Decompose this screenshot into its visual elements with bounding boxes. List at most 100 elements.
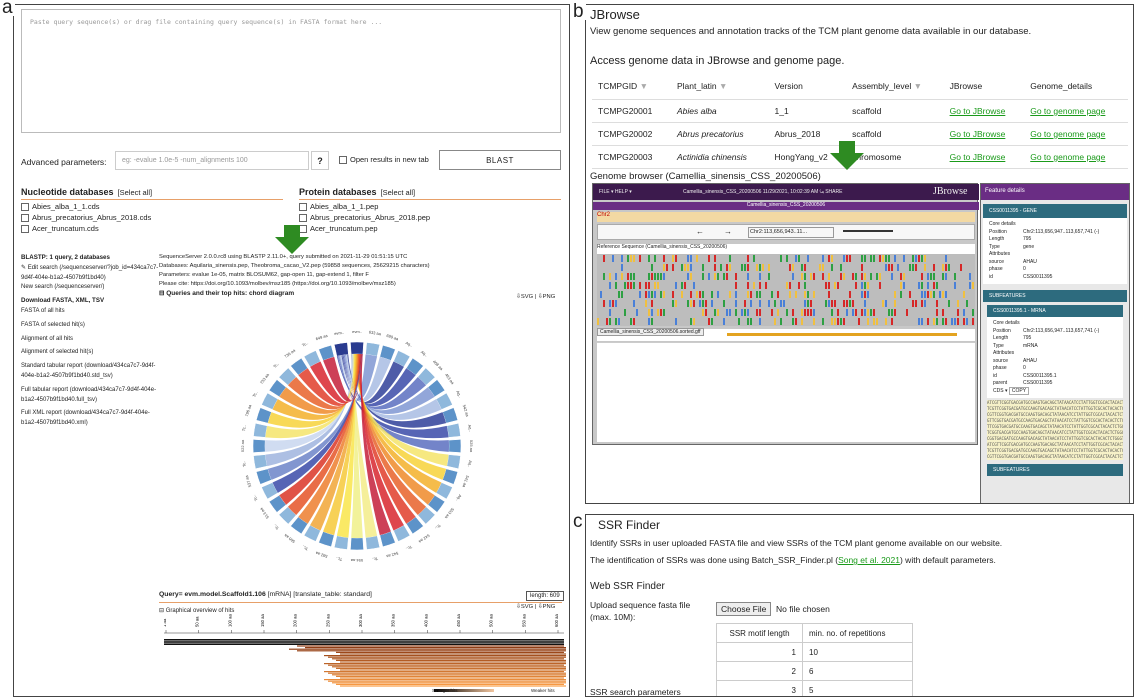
- download-link[interactable]: Alignment of all hits: [21, 335, 74, 342]
- protein-db-title: Protein databases [Select all]: [299, 187, 416, 197]
- nucleotide-db-item[interactable]: Abies_alba_1_1.cds: [21, 202, 100, 212]
- protein-db-item[interactable]: Abrus_precatorius_Abrus_2018.pep: [299, 213, 430, 223]
- sidebar-header: BLASTP: 1 query, 2 databases: [21, 254, 110, 261]
- table-row: TCMPG20002 Abrus precatorius Abrus_2018 …: [592, 122, 1128, 146]
- base: [744, 309, 746, 316]
- base: [705, 309, 707, 316]
- open-new-tab-checkbox[interactable]: Open results in new tab: [339, 155, 429, 165]
- stronger-hits-label: Stronger hits: [432, 688, 458, 693]
- filter-icon[interactable]: ▼: [639, 81, 648, 91]
- blast-button[interactable]: BLAST: [439, 150, 561, 170]
- locus-input[interactable]: Chr2:113,656,943..11...: [748, 227, 834, 238]
- gene-accordion[interactable]: CSS0011395 - GENE: [983, 204, 1127, 218]
- help-button[interactable]: ?: [311, 151, 329, 170]
- download-link[interactable]: Full XML report (download/434ca7c7-9d4f-…: [21, 410, 150, 427]
- chord-label: evm..: [334, 330, 344, 336]
- edit-search-link[interactable]: ✎ Edit search (/sequenceserver/?job_id=4…: [21, 264, 159, 281]
- nucleotide-db-item[interactable]: Abrus_precatorius_Abrus_2018.cds: [21, 213, 151, 223]
- panel-a-sequenceserver: Paste query sequence(s) or drag file con…: [13, 4, 570, 697]
- download-link[interactable]: Full tabular report (download/434ca7c7-9…: [21, 386, 157, 403]
- copy-button[interactable]: COPY: [1008, 386, 1030, 395]
- subfeatures-accordion[interactable]: SUBFEATURES: [983, 290, 1127, 302]
- col-header[interactable]: Version: [768, 73, 847, 100]
- jbrowse-link[interactable]: Go to JBrowse: [949, 129, 1006, 139]
- chord-segment: [350, 537, 364, 551]
- chord-ribbon: [354, 354, 447, 480]
- genome-browser-label: Genome browser (Camellia_sinensis_CSS_20…: [590, 171, 821, 182]
- base: [894, 309, 896, 316]
- jbrowse-link[interactable]: Go to JBrowse: [949, 106, 1006, 116]
- chord-label: evm..: [352, 329, 362, 334]
- divider: [159, 602, 562, 603]
- base: [789, 264, 791, 271]
- new-search-link[interactable]: New search (/sequenceserver/): [21, 284, 105, 291]
- mrna-accordion[interactable]: CSS0011395.1 - MRNA: [987, 305, 1123, 317]
- jb-menu[interactable]: FILE ▾ HELP ▾: [599, 189, 632, 195]
- chord-label: Tc..: [371, 556, 378, 562]
- chord-ribbon: [351, 354, 378, 538]
- base: [849, 300, 851, 307]
- jbrowse-link[interactable]: Go to JBrowse: [949, 152, 1006, 162]
- base: [729, 309, 731, 316]
- base: [723, 300, 725, 307]
- protein-select-all[interactable]: [Select all]: [380, 188, 416, 197]
- ruler-label: 200 aa: [293, 614, 298, 627]
- cds-dropdown[interactable]: CDS ▾: [993, 387, 1008, 394]
- download-link[interactable]: Standard tabular report (download/434ca7…: [21, 363, 156, 379]
- col-header[interactable]: Plant_latin ▼: [670, 73, 769, 100]
- base: [885, 300, 887, 307]
- query-textarea[interactable]: Paste query sequence(s) or drag file con…: [21, 9, 561, 133]
- chord-label: Tc..: [336, 556, 343, 562]
- citation-link[interactable]: Song et al. 2021: [838, 555, 900, 565]
- base: [795, 291, 797, 298]
- filter-icon[interactable]: ▼: [719, 81, 728, 91]
- back-icon[interactable]: ←: [696, 227, 704, 236]
- filter-icon[interactable]: ▼: [913, 81, 923, 91]
- base: [672, 300, 674, 307]
- chord-title[interactable]: ⊟ Queries and their top hits: chord diag…: [159, 290, 295, 297]
- nucleotide-db-item[interactable]: Acer_truncatum.cds: [21, 224, 99, 234]
- genome-page-link[interactable]: Go to genome page: [1030, 152, 1106, 162]
- download-svg-png[interactable]: ⇩SVG | ⇩PNG: [516, 294, 556, 300]
- subfeatures-accordion[interactable]: SUBFEATURES: [987, 464, 1123, 476]
- base: [609, 273, 611, 280]
- protein-db-item[interactable]: Acer_truncatum.pep: [299, 224, 378, 234]
- advanced-params-input[interactable]: eg: -evalue 1.0e-5 -num_alignments 100: [115, 151, 309, 170]
- base: [690, 318, 692, 325]
- jb-overview[interactable]: Chr2: [597, 212, 975, 222]
- choose-file-button[interactable]: Choose File: [716, 602, 772, 616]
- repetition-input[interactable]: 5: [802, 680, 913, 696]
- checkbox-icon[interactable]: [339, 156, 347, 165]
- base: [663, 255, 665, 262]
- base: [807, 255, 809, 262]
- base: [828, 255, 830, 262]
- base: [759, 264, 761, 271]
- gene-feature[interactable]: [727, 333, 957, 336]
- download-link[interactable]: Alignment of selected hit(s): [21, 349, 94, 356]
- nucleotide-select-all[interactable]: [Select all]: [117, 188, 153, 197]
- repetition-input[interactable]: 10: [802, 642, 913, 662]
- base: [726, 273, 728, 280]
- col-header[interactable]: TCMPGID ▼: [592, 73, 671, 100]
- ssr-desc: The identification of SSRs was done usin…: [590, 555, 996, 565]
- graph-title[interactable]: ⊟ Graphical overview of hits: [159, 608, 235, 614]
- base: [957, 318, 959, 325]
- hit-bar: [340, 661, 566, 663]
- protein-db-item[interactable]: Abies_alba_1_1.pep: [299, 202, 378, 212]
- chord-label: 468 aa: [432, 359, 445, 372]
- download-link[interactable]: FASTA of selected hit(s): [21, 321, 85, 328]
- mrna-details: Core details Position Chr2:113,656,947..1…: [987, 317, 1123, 398]
- zoom-slider[interactable]: [843, 230, 893, 232]
- download-link[interactable]: FASTA of all hits: [21, 307, 65, 314]
- genome-page-link[interactable]: Go to genome page: [1030, 106, 1106, 116]
- genome-page-link[interactable]: Go to genome page: [1030, 129, 1106, 139]
- forward-icon[interactable]: →: [724, 227, 732, 236]
- base: [609, 318, 611, 325]
- download-svg-png[interactable]: ⇩SVG | ⇩PNG: [516, 604, 556, 610]
- base: [849, 255, 851, 262]
- col-header[interactable]: Assembly_level ▼: [846, 73, 944, 100]
- base: [933, 318, 935, 325]
- repetition-input[interactable]: 6: [802, 661, 913, 681]
- base: [903, 273, 905, 280]
- base: [708, 318, 710, 325]
